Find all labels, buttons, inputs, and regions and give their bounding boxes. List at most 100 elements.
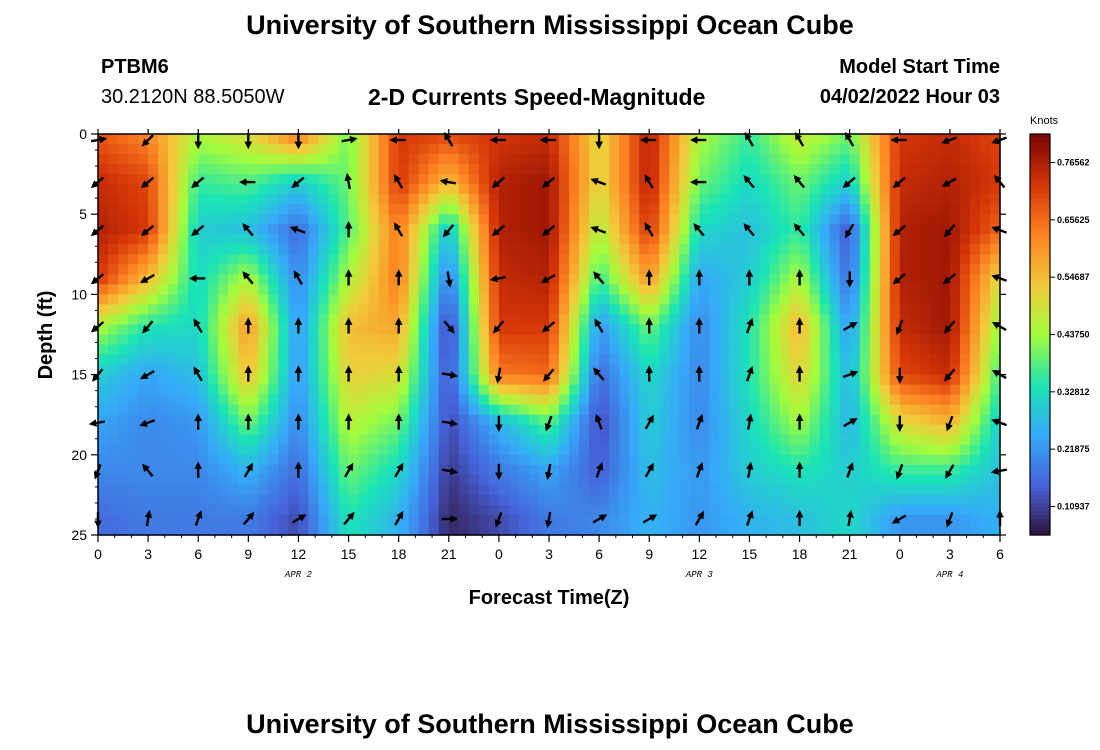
heat-cell (609, 264, 620, 275)
heat-cell (448, 294, 460, 306)
heat-cell (789, 264, 801, 275)
heat-cell (879, 244, 891, 255)
heat-cell (839, 224, 851, 235)
heat-cell (498, 444, 510, 456)
heat-cell (258, 304, 269, 316)
heat-cell (298, 224, 310, 235)
heat-cell (268, 414, 279, 426)
heat-cell (599, 264, 610, 275)
heat-cell (418, 424, 430, 436)
heat-cell (398, 234, 410, 245)
heat-cell (218, 334, 229, 346)
heat-cell (418, 274, 430, 285)
heat-cell (198, 224, 209, 235)
heat-cell (388, 184, 400, 195)
heat-cell (609, 434, 620, 446)
heat-cell (138, 184, 149, 195)
heat-cell (779, 264, 791, 275)
heat-cell (198, 274, 209, 285)
heat-cell (769, 144, 781, 155)
heat-cell (909, 284, 921, 296)
heat-cell (368, 244, 380, 255)
heat-cell (749, 134, 761, 145)
heat-cell (208, 154, 219, 165)
heat-cell (348, 204, 360, 215)
heat-cell (869, 154, 881, 165)
heat-cell (488, 284, 500, 296)
heat-cell (919, 204, 931, 215)
heat-cell (589, 134, 600, 145)
heat-cell (759, 314, 771, 326)
heat-cell (879, 254, 891, 265)
heat-cell (909, 264, 921, 275)
heat-cell (949, 354, 961, 366)
heat-cell (969, 284, 981, 296)
heat-cell (699, 254, 710, 265)
heat-cell (809, 224, 821, 235)
heat-cell (639, 464, 650, 476)
heat-cell (428, 444, 440, 456)
heat-cell (528, 224, 540, 235)
heat-cell (508, 414, 520, 426)
heat-cell (889, 524, 901, 536)
heat-cell (458, 294, 470, 306)
heat-cell (178, 304, 189, 316)
heat-cell (819, 464, 831, 476)
heat-cell (188, 324, 199, 336)
heat-cell (118, 474, 129, 486)
heat-cell (518, 494, 530, 506)
heat-cell (538, 334, 550, 346)
heat-cell (579, 434, 590, 446)
heat-cell (518, 304, 530, 316)
heat-cell (759, 444, 771, 456)
heat-cell (699, 434, 710, 446)
colorbar-segment (1030, 194, 1050, 199)
heat-cell (378, 364, 390, 376)
heat-cell (418, 374, 430, 386)
heat-cell (148, 144, 159, 155)
current-arrow (540, 273, 556, 284)
heat-cell (218, 184, 229, 195)
heat-cell (428, 234, 440, 245)
heat-cell (719, 434, 730, 446)
heat-cell (238, 494, 249, 506)
heat-cell (939, 444, 951, 456)
heat-cell (468, 474, 480, 486)
colorbar-label: 0.54687 (1057, 272, 1090, 282)
heat-cell (258, 444, 269, 456)
heat-cell (749, 354, 761, 366)
heat-cell (288, 334, 300, 346)
heat-cell (118, 514, 129, 526)
heat-cell (689, 314, 700, 326)
heat-cell (368, 304, 380, 316)
heat-cell (488, 494, 500, 506)
heat-cell (428, 274, 440, 285)
heat-cell (689, 284, 700, 296)
heat-cell (408, 434, 420, 446)
heat-cell (969, 304, 981, 316)
heat-cell (709, 514, 720, 526)
heat-cell (158, 244, 169, 255)
heat-cell (589, 484, 600, 496)
heat-cell (879, 354, 891, 366)
heat-cell (819, 174, 831, 185)
heat-cell (278, 464, 290, 476)
heat-cell (789, 374, 801, 386)
heat-cell (829, 524, 841, 536)
heat-cell (208, 514, 219, 526)
heat-cell (158, 374, 169, 386)
heat-cell (769, 404, 781, 416)
heat-cell (849, 364, 861, 376)
heat-cell (208, 214, 219, 225)
heat-cell (619, 264, 630, 275)
current-arrow (344, 172, 353, 190)
x-tick-label: 21 (842, 546, 858, 562)
heat-cell (609, 444, 620, 456)
heat-cell (949, 504, 961, 516)
heat-cell (809, 194, 821, 205)
heat-cell (108, 514, 119, 526)
heat-cell (899, 174, 911, 185)
heat-cell (839, 404, 851, 416)
heat-cell (498, 224, 510, 235)
heat-cell (769, 364, 781, 376)
